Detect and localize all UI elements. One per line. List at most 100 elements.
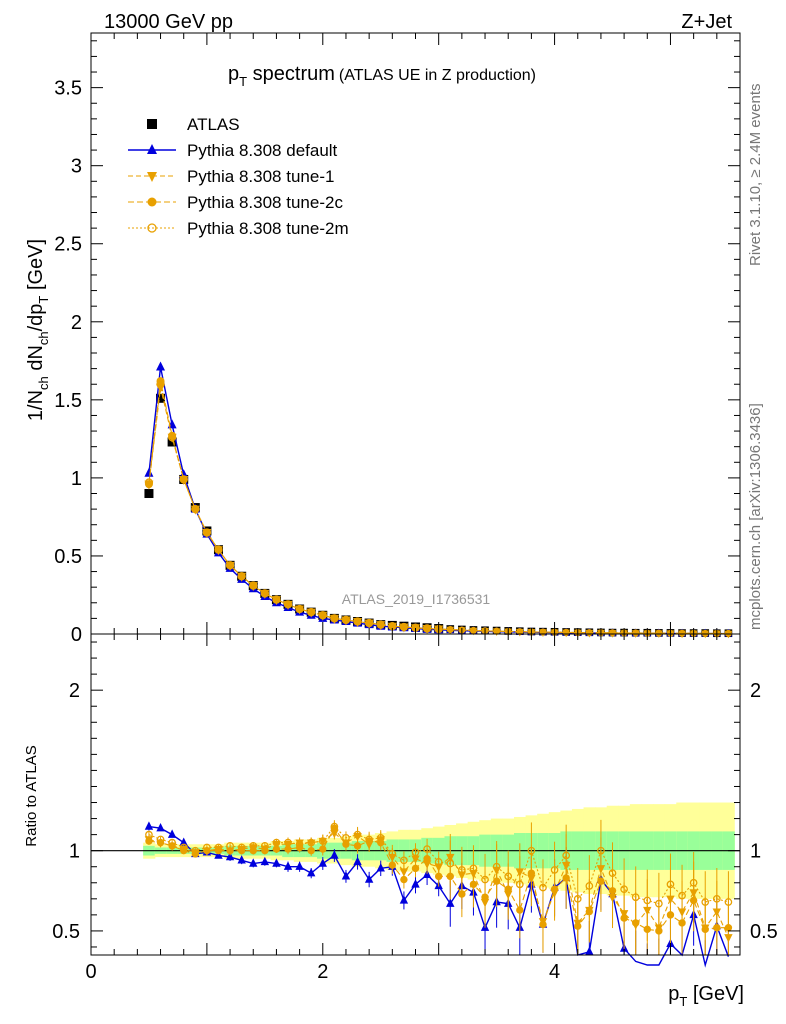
ratio-point <box>307 838 316 847</box>
ratio-point <box>712 894 721 903</box>
energy-label: 13000 GeV pp <box>104 11 233 33</box>
main-point <box>562 628 570 636</box>
ratio-point <box>423 845 431 853</box>
x-tick-label: 0 <box>85 961 96 983</box>
ratio-point <box>376 833 385 842</box>
legend-label: Pythia 8.308 tune-1 <box>187 167 334 186</box>
ratio-point <box>330 850 339 859</box>
ratio-y-tick-label-left: 1 <box>69 841 80 863</box>
ratio-point <box>608 869 617 877</box>
main-y-tick-label: 3.5 <box>54 78 82 100</box>
ratio-point <box>237 843 246 852</box>
main-point <box>353 617 362 626</box>
x-tick-label: 2 <box>317 961 328 983</box>
ratio-point <box>260 842 269 850</box>
ratio-point <box>167 829 177 838</box>
ratio-point <box>550 866 559 874</box>
ratio-point <box>446 898 455 907</box>
ratio-y-tick-label-right: 0.5 <box>750 921 778 943</box>
xlabel-rest: [GeV] <box>687 983 744 1005</box>
ratio-point <box>492 862 501 871</box>
mcplots-label: mcplots.cern.ch [arXiv:1306.3436] <box>747 403 764 630</box>
ratio-point <box>353 842 362 850</box>
main-y-tick-label: 3 <box>71 156 82 178</box>
ratio-point <box>562 851 571 860</box>
ratio-point <box>643 896 652 905</box>
process-label: Z+Jet <box>681 11 732 33</box>
ratio-point <box>724 898 733 906</box>
ratio-point <box>341 871 351 880</box>
x-axis-label: pT [GeV] <box>668 983 744 1009</box>
main-y-tick-label: 0 <box>71 624 82 646</box>
ratio-point <box>353 856 362 866</box>
main-point <box>609 629 616 637</box>
main-point <box>179 475 188 484</box>
xlabel-sub: T <box>679 994 687 1009</box>
main-point <box>295 605 304 614</box>
ratio-ylabel: Ratio to ATLAS <box>23 745 40 846</box>
main-point <box>678 629 686 637</box>
ratio-point <box>272 858 281 867</box>
ratio-point <box>364 874 374 883</box>
legend-label: ATLAS <box>187 115 240 134</box>
ratio-point <box>144 821 154 830</box>
ratio-point <box>631 893 640 902</box>
ratio-point <box>214 850 223 859</box>
ratio-point <box>284 838 292 847</box>
main-y-tick-label: 1.5 <box>54 390 82 412</box>
main-point <box>144 478 154 487</box>
ratio-point <box>272 838 281 847</box>
main-point <box>144 489 154 499</box>
main-point <box>202 528 212 537</box>
main-ylabel: 1/Nch dNch/dpT [GeV] <box>25 239 51 421</box>
legend-marker <box>147 119 157 129</box>
ratio-point <box>168 838 176 847</box>
main-point <box>364 618 374 628</box>
ratio-point <box>573 894 582 903</box>
ratio-point <box>446 859 455 868</box>
ratio-point <box>388 861 397 869</box>
ratio-point <box>585 882 594 890</box>
main-point <box>249 581 258 590</box>
main-line-4 <box>148 384 729 634</box>
main-point <box>341 615 351 625</box>
ratio-point <box>597 846 605 855</box>
ratio-point <box>585 946 594 955</box>
main-point <box>156 393 166 403</box>
main-point <box>307 607 316 617</box>
legend-label: Pythia 8.308 tune-2c <box>187 193 343 212</box>
ratio-point <box>539 920 547 929</box>
main-y-tick-label: 2 <box>71 312 82 334</box>
main-point <box>283 600 293 609</box>
legend-marker <box>147 144 157 154</box>
svg-text:1/Nch dNch/dpT [GeV]: 1/Nch dNch/dpT [GeV] <box>25 239 51 421</box>
main-point <box>330 614 339 623</box>
ratio-point <box>365 835 373 844</box>
ratio-point <box>284 845 292 853</box>
ratio-point <box>283 861 293 870</box>
legend-label: Pythia 8.308 tune-2m <box>187 219 349 238</box>
main-point <box>399 622 409 632</box>
legend-marker <box>147 197 157 207</box>
main-y-tick-label: 0.5 <box>54 546 82 568</box>
main-point <box>318 611 327 620</box>
ratio-point <box>388 850 397 858</box>
x-tick-label: 4 <box>549 961 560 983</box>
ratio-point <box>376 863 385 872</box>
ratio-point <box>295 861 304 870</box>
xlabel-p: p <box>668 983 679 1005</box>
plot-title: pT spectrum (ATLAS UE in Z production) <box>228 63 536 89</box>
ratio-point <box>400 856 408 865</box>
ratio-point <box>156 823 165 832</box>
ratio-point <box>214 843 223 852</box>
ratio-point <box>295 840 304 849</box>
ratio-point <box>458 866 466 874</box>
rivet-label: Rivet 3.1.10, ≥ 2.4M events <box>747 84 764 267</box>
main-point <box>411 623 420 632</box>
ratio-point <box>539 883 547 892</box>
main-point <box>272 595 281 604</box>
ratio-point <box>481 875 489 884</box>
legend: ATLAS Pythia 8.308 default Pythia 8.308 tu… <box>128 115 349 238</box>
main-point <box>167 433 177 442</box>
